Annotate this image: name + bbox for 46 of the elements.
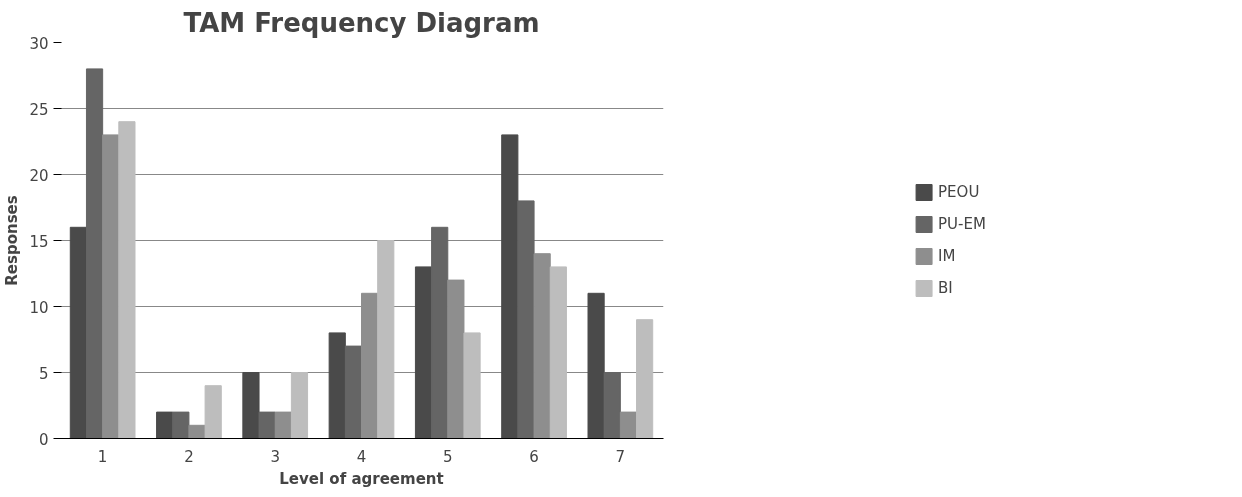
x-axis-title: Level of agreement (279, 469, 444, 488)
y-tick-label: 15 (29, 232, 49, 251)
bar (85, 68, 104, 439)
bar (204, 385, 222, 439)
bar (328, 332, 346, 439)
legend-label: IM (938, 247, 957, 265)
bar (517, 200, 535, 439)
y-tick-label: 30 (29, 34, 49, 53)
y-tick-label: 25 (29, 100, 49, 119)
legend-label: PEOU (938, 183, 980, 201)
bar (603, 372, 621, 439)
bar (501, 134, 519, 439)
bar (156, 411, 174, 439)
bar (636, 319, 654, 439)
x-tick-label: 3 (270, 447, 280, 466)
x-tick-label: 5 (443, 447, 453, 466)
bar (377, 240, 395, 439)
bar (619, 411, 638, 439)
bar (172, 411, 190, 439)
bar (242, 372, 260, 439)
y-axis-title: Responses (3, 195, 22, 286)
bar (258, 411, 276, 439)
bar (414, 266, 433, 439)
bar (431, 226, 449, 439)
y-tick-label: 10 (29, 298, 49, 317)
x-tick-label: 6 (529, 447, 539, 466)
legend-label: BI (938, 279, 954, 297)
bar (118, 121, 136, 439)
y-tick-label: 5 (38, 364, 49, 383)
legend-label: PU-EM (938, 215, 986, 233)
x-tick-label: 4 (356, 447, 367, 466)
bar (587, 292, 605, 439)
bar (102, 134, 120, 439)
x-tick-label: 2 (184, 447, 194, 466)
bar (69, 226, 87, 439)
x-tick-label: 7 (615, 447, 626, 466)
bar (274, 411, 292, 439)
bar (463, 332, 481, 439)
bar (344, 345, 362, 439)
chart-title: TAM Frequency Diagram (183, 7, 540, 38)
bar (549, 266, 567, 439)
bar (533, 253, 551, 439)
y-tick-label: 0 (38, 430, 49, 449)
x-tick-label: 1 (97, 447, 108, 466)
bar (290, 372, 309, 439)
y-tick-label: 20 (29, 166, 49, 185)
